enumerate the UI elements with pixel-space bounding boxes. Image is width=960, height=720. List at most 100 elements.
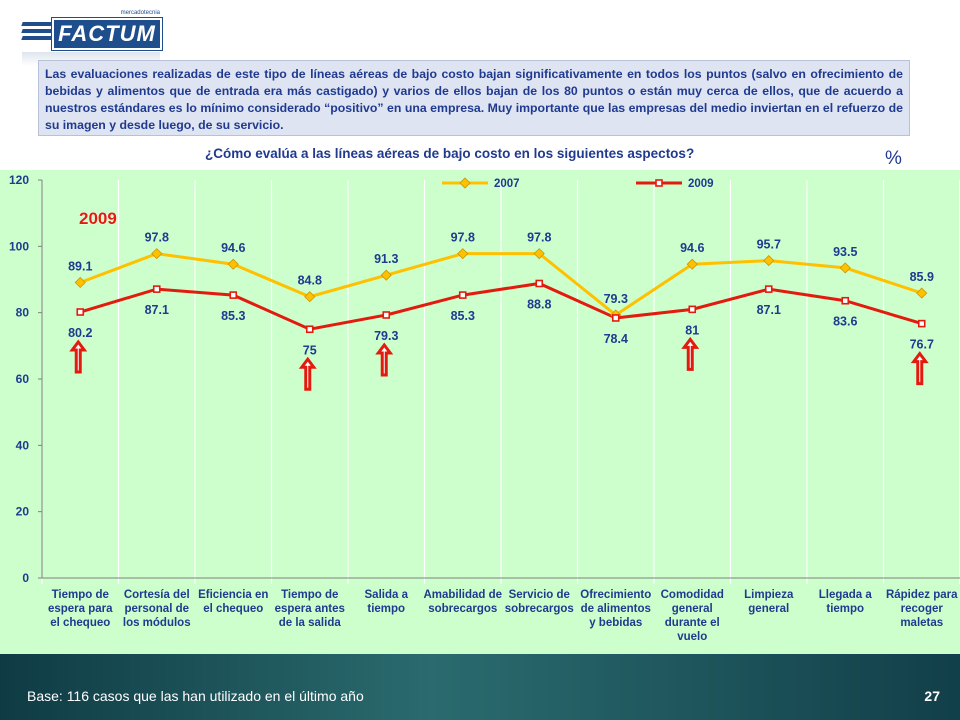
point-2009: [305, 325, 314, 334]
x-tick-label-line: Ofrecimiento: [580, 589, 651, 601]
page-number: 27: [924, 688, 940, 704]
legend-marker-2007: [459, 177, 471, 189]
data-label-2009: 87.1: [757, 303, 781, 317]
x-tick-label-line: tiempo: [826, 603, 864, 615]
x-tick-label-line: de la salida: [279, 617, 342, 629]
data-label-2007: 91.3: [374, 252, 398, 266]
data-label-2009: 81: [685, 323, 699, 337]
data-label-2009: 85.3: [451, 309, 475, 323]
up-arrow-icon: [910, 351, 929, 386]
point-2009: [688, 305, 697, 314]
brand-tagline: mercadotecnia: [120, 10, 160, 16]
data-label-2009: 87.1: [145, 303, 169, 317]
x-tick-label: Salida a tiempo: [365, 589, 409, 615]
point-2009: [611, 314, 620, 322]
x-tick-label: Rápidez para recoger maletas: [886, 589, 958, 629]
point-2007: [227, 258, 239, 270]
x-tick-label: Limpieza general: [744, 589, 794, 615]
point-2009: [229, 291, 238, 299]
footer-base-note: Base: 116 casos que las han utilizado en…: [27, 688, 364, 704]
data-label-2007: 95.7: [757, 238, 781, 252]
point-2007: [686, 258, 698, 270]
point-2007: [380, 269, 392, 281]
data-label-2009: 75: [303, 343, 317, 357]
x-tick-label: Cortesía del personal de los módulos: [123, 589, 191, 629]
x-tick-label: Comodidad general durante el vuelo: [661, 589, 724, 643]
y-tick-label: 120: [9, 173, 29, 187]
point-2007: [916, 287, 928, 299]
x-tick-label-line: espera para: [48, 603, 113, 615]
data-label-2009: 83.6: [833, 315, 857, 329]
brand-name: FACTUM: [52, 18, 162, 50]
x-tick-label-line: Eficiencia en: [198, 589, 268, 601]
chart-background: [0, 170, 960, 654]
x-tick-label-line: sobrecargos: [428, 603, 497, 615]
legend-marker-2009: [655, 179, 663, 187]
data-label-2007: 93.5: [833, 245, 857, 259]
chart-title: ¿Cómo evalúa a las líneas aéreas de bajo…: [205, 146, 695, 161]
data-label-2007: 84.8: [298, 274, 322, 288]
up-arrow-icon: [375, 342, 394, 377]
y-tick-label: 20: [16, 505, 30, 519]
point-2009: [458, 291, 467, 299]
up-arrow-icon: [298, 356, 317, 391]
up-arrow-icon: [681, 336, 700, 371]
x-tick-label-line: y bebidas: [589, 617, 642, 629]
point-2009: [152, 285, 161, 293]
data-label-2007: 79.3: [604, 292, 628, 306]
data-label-2007: 94.6: [680, 241, 704, 255]
x-tick-label-line: general: [748, 603, 789, 615]
point-2007: [151, 248, 163, 260]
x-tick-label-line: Tiempo de: [52, 589, 109, 601]
data-label-2007: 89.1: [68, 259, 92, 273]
x-tick-label-line: Amabilidad de: [423, 589, 502, 601]
data-label-2007: 85.9: [910, 270, 934, 284]
y-tick-label: 80: [16, 306, 30, 320]
point-2007: [304, 291, 316, 303]
factum-logo: FACTUM mercadotecnia: [21, 10, 162, 50]
data-label-2007: 97.8: [145, 231, 169, 245]
x-tick-label-line: Comodidad: [661, 589, 724, 601]
point-2009: [382, 311, 391, 319]
data-label-2007: 94.6: [221, 241, 245, 255]
up-arrow-icon: [69, 339, 88, 374]
callout-2009: 2009: [79, 209, 117, 228]
x-tick-label: Servicio de sobrecargos: [505, 589, 574, 615]
legend-label-2009: 2009: [688, 178, 714, 190]
x-tick-label-line: Tiempo de: [281, 589, 338, 601]
series-line-2009: [79, 281, 923, 331]
unit-label: %: [885, 148, 902, 169]
point-2007: [457, 248, 469, 260]
x-tick-label-line: de alimentos: [581, 603, 651, 615]
series-line-2007: [79, 252, 923, 317]
point-2007: [763, 255, 775, 267]
x-tick-label-line: Limpieza: [744, 589, 794, 601]
x-tick-label-line: el chequeo: [203, 603, 263, 615]
x-tick-label: Eficiencia en el chequeo: [198, 589, 268, 615]
x-tick-label-line: recoger: [901, 603, 944, 615]
y-tick-label: 40: [16, 438, 30, 452]
data-label-2009: 79.3: [374, 329, 398, 343]
y-tick-label: 0: [22, 571, 29, 585]
data-label-2009: 78.4: [604, 332, 628, 346]
x-tick-label-line: Rápidez para: [886, 589, 958, 601]
x-tick-label-line: sobrecargos: [505, 603, 574, 615]
line-chart: 0 20 40 60 80 100 120 Tiempo de espera para el ch…: [9, 173, 960, 643]
point-2009: [535, 279, 544, 288]
x-tick-label: Amabilidad de sobrecargos: [423, 589, 502, 615]
summary-box: Las evaluaciones realizadas de este tipo…: [38, 60, 910, 136]
data-label-2009: 80.2: [68, 326, 92, 340]
footer-bar: Base: 116 casos que las han utilizado en…: [0, 654, 960, 720]
data-label-2007: 97.8: [527, 231, 551, 245]
data-label-2009: 76.7: [910, 338, 934, 352]
x-tick-label-line: Llegada a: [819, 589, 873, 601]
point-2007: [839, 262, 851, 274]
point-2009: [764, 285, 773, 293]
x-tick-label-line: vuelo: [677, 631, 707, 643]
data-label-2007: 97.8: [451, 231, 475, 245]
x-tick-label-line: maletas: [900, 617, 943, 629]
x-tick-label: Tiempo de espera para el chequeo: [48, 589, 113, 629]
x-tick-label: Tiempo de espera antes de la salida: [275, 589, 345, 629]
x-tick-label-line: Cortesía del: [124, 589, 190, 601]
x-tick-label-line: espera antes: [275, 603, 345, 615]
